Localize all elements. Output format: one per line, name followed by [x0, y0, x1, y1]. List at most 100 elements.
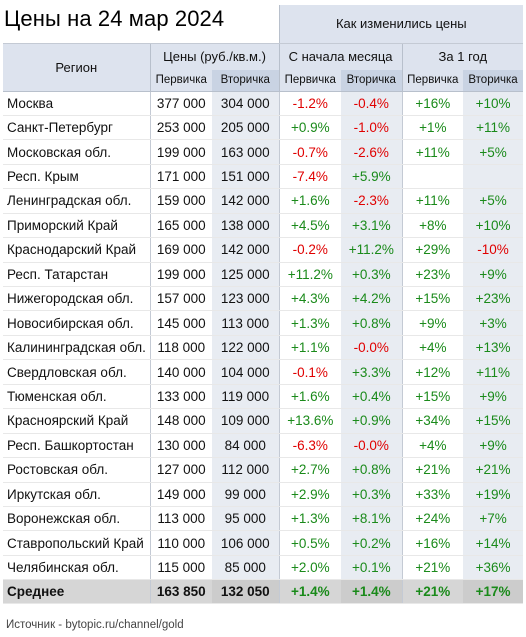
year-primary-cell: +4% [401, 335, 464, 361]
region-cell: Иркутская обл. [3, 482, 150, 507]
table-row: Приморский Край 165 000 138 000 +4.5% +3.1% +… [3, 213, 524, 239]
year-primary-cell: +16% [401, 91, 464, 116]
year-secondary-cell: +5% [463, 188, 524, 214]
table-row: Ставропольский Край 110 000 106 000 +0.5% +0… [3, 530, 524, 556]
region-cell: Краснодарский Край [3, 237, 150, 263]
price-secondary-cell: 119 000 [212, 384, 280, 410]
month-secondary-cell: +0.3% [341, 482, 403, 507]
price-secondary-cell: 84 000 [212, 433, 280, 459]
region-cell: Приморский Край [3, 213, 150, 239]
month-primary-cell: -0.1% [278, 359, 342, 385]
month-secondary-cell: -1.0% [341, 115, 403, 141]
month-secondary-cell: -2.6% [341, 139, 403, 165]
year-secondary-cell: +9% [463, 262, 524, 288]
year-primary-cell: +21% [401, 555, 464, 581]
region-cell: Свердловская обл. [3, 359, 150, 385]
month-secondary-cell: +0.4% [341, 384, 403, 410]
year-primary-cell: +29% [401, 237, 464, 263]
price-primary-cell: 377 000 [149, 91, 212, 116]
month-primary-cell: +2.7% [278, 457, 342, 483]
year-secondary-cell: +3% [463, 310, 524, 336]
table-row: Краснодарский Край 169 000 142 000 -0.2% +11… [3, 237, 524, 263]
table-row: Воронежская обл. 113 000 95 000 +1.3% +8.1% +… [3, 506, 524, 532]
year-group-header: За 1 год [401, 42, 524, 70]
year-secondary-cell [463, 164, 524, 190]
change-group-header: Как изменились цены [278, 5, 524, 44]
price-secondary-cell: 113 000 [212, 310, 280, 336]
price-primary-cell: 165 000 [149, 213, 212, 239]
month-primary-cell: +4.5% [278, 213, 342, 239]
source-note: Источник - bytopic.ru/channel/gold [6, 619, 184, 631]
year-primary-cell: +15% [401, 384, 464, 410]
table-row: Респ. Крым 171 000 151 000 -7.4% +5.9% [3, 164, 524, 190]
page-title: Цены на 24 мар 2024 [4, 6, 225, 31]
year-secondary-cell: +19% [463, 482, 524, 507]
price-secondary-cell: 104 000 [212, 359, 280, 385]
year-secondary-cell: +13% [463, 335, 524, 361]
year-primary-cell: +33% [401, 482, 464, 507]
region-cell: Челябинская обл. [3, 555, 150, 581]
year-primary-cell: +16% [401, 530, 464, 556]
month-secondary-header: Вторичка [341, 70, 403, 92]
month-secondary-cell: +0.8% [341, 310, 403, 336]
price-secondary-cell: 109 000 [212, 408, 280, 434]
year-primary-cell: +4% [401, 433, 464, 459]
prices-secondary-header: Вторичка [212, 70, 280, 92]
region-cell: Нижегородская обл. [3, 286, 150, 312]
price-primary-cell: 140 000 [149, 359, 212, 385]
price-secondary-cell: 304 000 [212, 91, 280, 116]
month-primary-cell: -1.2% [278, 91, 342, 116]
month-primary-cell: +1.3% [278, 506, 342, 532]
month-primary-cell: +13.6% [278, 408, 342, 434]
price-primary-cell: 159 000 [149, 188, 212, 214]
year-primary-cell: +1% [401, 115, 464, 141]
year-secondary-cell: -10% [463, 237, 524, 263]
price-primary-cell: 118 000 [149, 335, 212, 361]
year-secondary-cell: +23% [463, 286, 524, 312]
region-cell: Ставропольский Край [3, 530, 150, 556]
region-cell: Ленинградская обл. [3, 188, 150, 214]
year-secondary-cell: +5% [463, 139, 524, 165]
month-secondary-cell: +8.1% [341, 506, 403, 532]
price-secondary-cell: 99 000 [212, 482, 280, 507]
region-cell: Ростовская обл. [3, 457, 150, 483]
month-primary-cell: +2.0% [278, 555, 342, 581]
table-row: Иркутская обл. 149 000 99 000 +2.9% +0.3% +33… [3, 482, 524, 507]
price-primary-cell: 199 000 [149, 262, 212, 288]
month-secondary-cell: +1.4% [341, 579, 403, 605]
month-primary-cell: +11.2% [278, 262, 342, 288]
table-row: Ленинградская обл. 159 000 142 000 +1.6% -2.… [3, 188, 524, 214]
month-secondary-cell: +0.1% [341, 555, 403, 581]
price-secondary-cell: 106 000 [212, 530, 280, 556]
year-secondary-cell: +17% [463, 579, 524, 605]
year-secondary-cell: +21% [463, 457, 524, 483]
table-row: Респ. Башкортостан 130 000 84 000 -6.3% -0.0… [3, 433, 524, 459]
year-primary-cell: +12% [401, 359, 464, 385]
region-header: Регион [3, 42, 150, 92]
year-primary-cell: +8% [401, 213, 464, 239]
table-row: Санкт-Петербург 253 000 205 000 +0.9% -1.0% +… [3, 115, 524, 141]
table-row: Московская обл. 199 000 163 000 -0.7% -2.6% +… [3, 139, 524, 165]
month-secondary-cell: +3.1% [341, 213, 403, 239]
region-cell: Московская обл. [3, 139, 150, 165]
region-cell: Красноярский Край [3, 408, 150, 434]
table-row: Новосибирская обл. 145 000 113 000 +1.3% +0.… [3, 310, 524, 336]
month-secondary-cell: -0.4% [341, 91, 403, 116]
price-primary-cell: 113 000 [149, 506, 212, 532]
price-primary-cell: 171 000 [149, 164, 212, 190]
table-row: Ростовская обл. 127 000 112 000 +2.7% +0.8% +… [3, 457, 524, 483]
table-row: Калининградская обл. 118 000 122 000 +1.1% -… [3, 335, 524, 361]
year-primary-cell: +23% [401, 262, 464, 288]
year-primary-cell: +21% [401, 579, 464, 605]
region-cell: Санкт-Петербург [3, 115, 150, 141]
table-row: Респ. Татарстан 199 000 125 000 +11.2% +0.3%… [3, 262, 524, 288]
month-secondary-cell: -0.0% [341, 335, 403, 361]
month-secondary-cell: +0.2% [341, 530, 403, 556]
average-row: Среднее 163 850 132 050 +1.4% +1.4% +21% +17% [3, 579, 524, 605]
table-row: Челябинская обл. 115 000 85 000 +2.0% +0.1% +… [3, 555, 524, 581]
month-group-header: С начала месяца [278, 42, 403, 70]
year-secondary-cell: +7% [463, 506, 524, 532]
price-secondary-cell: 163 000 [212, 139, 280, 165]
price-secondary-cell: 125 000 [212, 262, 280, 288]
price-primary-cell: 127 000 [149, 457, 212, 483]
